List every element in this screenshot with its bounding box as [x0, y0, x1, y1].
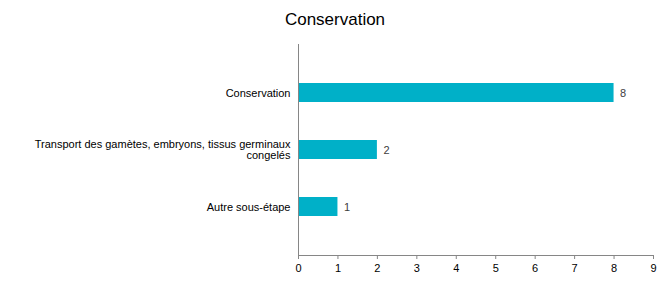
svg-text:Autre sous-étape: Autre sous-étape — [207, 201, 291, 213]
svg-text:9: 9 — [650, 262, 656, 274]
svg-text:3: 3 — [414, 262, 420, 274]
svg-text:1: 1 — [335, 262, 341, 274]
svg-text:2: 2 — [374, 262, 380, 274]
svg-text:8: 8 — [611, 262, 617, 274]
svg-text:5: 5 — [493, 262, 499, 274]
svg-text:4: 4 — [453, 262, 459, 274]
svg-text:7: 7 — [572, 262, 578, 274]
svg-text:8: 8 — [620, 87, 626, 99]
svg-text:1: 1 — [344, 201, 350, 213]
svg-text:Transport des gamètes, embryon: Transport des gamètes, embryons, tissus … — [35, 138, 291, 161]
svg-text:0: 0 — [295, 262, 301, 274]
svg-text:Conservation: Conservation — [226, 87, 291, 99]
svg-text:2: 2 — [383, 144, 389, 156]
svg-text:6: 6 — [532, 262, 538, 274]
html-text:Conservation: Conservation — [284, 10, 386, 29]
